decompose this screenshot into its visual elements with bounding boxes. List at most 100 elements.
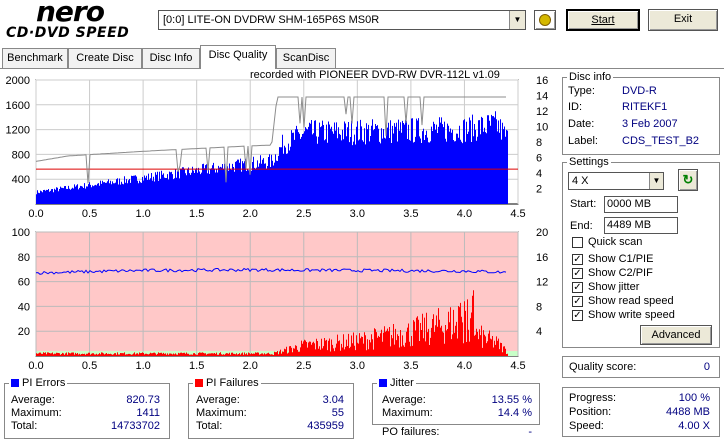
position-label: Position: [569,406,612,418]
advanced-button[interactable]: Advanced [640,325,712,345]
y-right-tick-label: 12 [536,277,548,289]
quick-scan-label: Quick scan [588,236,643,248]
drive-select-value: [0:0] LITE-ON DVDRW SHM-165P6S MS0R [163,14,380,26]
tab-label: Create Disc [76,52,134,64]
pif-avg-label: Average: [196,394,240,406]
end-input[interactable]: 4489 MB [604,217,678,234]
y-left-tick-label: 60 [18,277,30,289]
show-pie-checkbox[interactable]: ✓ [572,254,583,265]
jitter-avg-value: 13.55 % [491,394,532,406]
disc-label-label: Label: [568,135,598,147]
tab-create-disc[interactable]: Create Disc [68,48,142,68]
start-input[interactable]: 0000 MB [604,196,678,213]
tab-label: ScanDisc [282,52,330,64]
pi-failures-panel: PI Failures [188,377,354,439]
x-tick-label: 4.5 [510,208,525,220]
read-speed-series [35,96,506,184]
speed-value: 4.00 X [678,420,710,432]
po-failures-value: - [528,426,532,438]
y-right-tick-label: 2 [536,184,542,196]
disc-icon [539,14,551,26]
po-failures-label: PO failures: [382,426,440,438]
disc-id-value: RITEKF1 [622,101,668,113]
quality-score-label: Quality score: [569,361,637,373]
y-right-tick-label: 16 [536,75,548,87]
x-tick-label: 3.0 [350,360,365,370]
y-right-tick-label: 12 [536,106,548,118]
speed-select-value: 4 X [572,175,589,187]
jitter-series [35,267,507,275]
y-right-tick-label: 8 [536,301,542,313]
tab-panel-border [0,68,724,69]
disc-id-label: ID: [568,101,583,113]
pif-color-swatch [195,379,203,387]
show-pif-checkbox[interactable]: ✓ [572,268,583,279]
y-right-tick-label: 10 [536,122,548,134]
pie-max-label: Maximum: [11,407,62,419]
tab-disc-info[interactable]: Disc Info [142,48,200,68]
x-tick-label: 1.0 [135,360,150,370]
drive-select[interactable]: [0:0] LITE-ON DVDRW SHM-165P6S MS0R ▼ [158,10,526,30]
y-left-tick-label: 2000 [6,75,30,87]
show-read-speed-checkbox[interactable]: ✓ [572,296,583,307]
y-left-tick-label: 1600 [6,100,30,112]
x-tick-label: 2.0 [243,208,258,220]
pie-avg-value: 820.73 [126,394,160,406]
x-tick-label: 1.5 [189,208,204,220]
settings-title: Settings [569,156,609,168]
pi-failures-title: PI Failures [206,377,259,389]
pie-total-label: Total: [11,420,38,432]
x-tick-label: 4.0 [457,360,472,370]
y-left-tick-label: 400 [12,174,30,186]
tab-benchmark[interactable]: Benchmark [2,48,68,68]
disc-date-label: Date: [568,118,595,130]
y-left-tick-label: 40 [18,301,30,313]
speed-label: Speed: [569,420,604,432]
chevron-down-icon[interactable]: ▼ [649,173,663,189]
start-label: Start: [570,198,597,210]
pie-series [36,111,508,204]
progress-label: Progress: [569,392,617,404]
tab-disc-quality[interactable]: Disc Quality [200,45,276,69]
start-button[interactable]: Start [566,9,640,31]
pie-avg-label: Average: [11,394,55,406]
show-jitter-checkbox[interactable]: ✓ [572,282,583,293]
jitter-max-label: Maximum: [382,407,433,419]
exit-button[interactable]: Exit [648,9,718,31]
pif-max-value: 55 [331,407,344,419]
logo-top: nero [36,0,105,28]
y-right-tick-label: 4 [536,326,542,338]
y-left-tick-label: 800 [12,149,30,161]
x-tick-label: 3.0 [350,208,365,220]
tab-label: Benchmark [7,52,63,64]
progress-value: 100 % [678,392,710,404]
jitter-title: Jitter [390,377,414,389]
tab-scandisc[interactable]: ScanDisc [276,48,336,68]
x-tick-label: 0.5 [82,360,97,370]
start-button-label: Start [591,14,615,26]
quality-charts: 0.0 0.5 1.0 1.5 2.0 2.5 3.0 3.5 4.0 4.5 2000 1600 12… [6,75,549,370]
x-tick-label: 1.0 [135,208,150,220]
pif-avg-value: 3.04 [322,394,344,406]
end-label: End: [570,220,593,232]
refresh-speed-button[interactable]: ↻ [678,169,698,191]
drive-refresh-button[interactable] [534,10,556,30]
y-right-tick-label: 20 [536,227,548,239]
disc-date-value: 3 Feb 2007 [622,118,678,130]
chevron-down-icon[interactable]: ▼ [509,11,525,29]
show-write-speed-label: Show write speed [588,309,675,321]
pif-total-value: 435959 [307,420,344,432]
jitter-color-swatch [379,379,387,387]
advanced-button-label: Advanced [651,329,701,341]
quick-scan-checkbox[interactable] [572,237,583,248]
show-write-speed-checkbox[interactable]: ✓ [572,310,583,321]
x-tick-label: 4.0 [457,208,472,220]
speed-select[interactable]: 4 X ▼ [568,172,664,190]
x-tick-label: 0.5 [82,208,97,220]
exit-button-label: Exit [673,13,693,25]
jitter-max-value: 14.4 % [497,407,532,419]
x-tick-label: 3.5 [403,208,418,220]
y-right-tick-label: 6 [536,153,542,165]
y-right-tick-label: 14 [536,91,548,103]
pi-errors-title: PI Errors [22,377,66,389]
